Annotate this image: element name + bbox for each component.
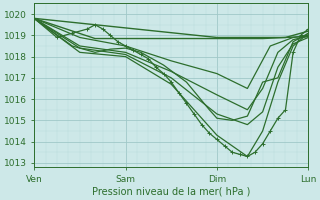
X-axis label: Pression niveau de la mer( hPa ): Pression niveau de la mer( hPa ) (92, 187, 251, 197)
